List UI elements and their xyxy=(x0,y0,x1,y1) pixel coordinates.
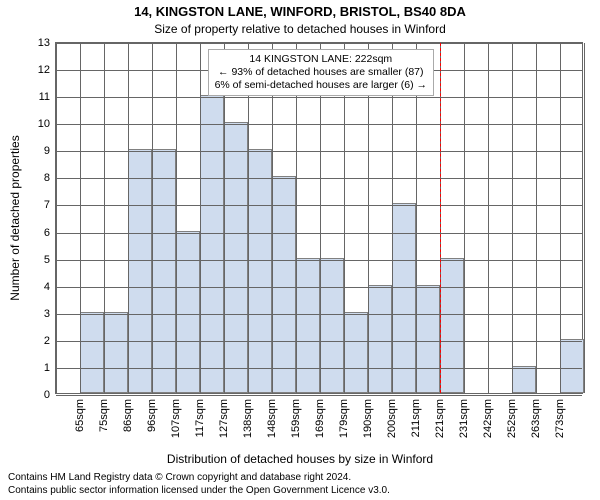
ytick-label: 8 xyxy=(44,172,50,184)
infobox-line: ← 93% of detached houses are smaller (87… xyxy=(215,66,427,79)
xtick-label: 86sqm xyxy=(122,399,134,432)
gridline-v xyxy=(56,43,57,393)
bar xyxy=(80,312,104,393)
bar xyxy=(560,339,584,393)
xtick-label: 200sqm xyxy=(386,399,398,438)
ytick-label: 11 xyxy=(39,91,50,103)
marker-info-box: 14 KINGSTON LANE: 222sqm← 93% of detache… xyxy=(208,49,434,96)
ytick-label: 7 xyxy=(44,199,50,211)
footnote-2: Contains public sector information licen… xyxy=(8,485,390,496)
xtick-label: 138sqm xyxy=(242,399,254,438)
xtick-label: 65sqm xyxy=(74,399,86,432)
infobox-line: 14 KINGSTON LANE: 222sqm xyxy=(215,53,427,66)
bar xyxy=(104,312,128,393)
gridline-h xyxy=(56,395,582,396)
xtick-label: 221sqm xyxy=(434,399,446,438)
bar xyxy=(416,285,440,393)
gridline-v xyxy=(512,43,513,393)
gridline-v xyxy=(584,43,585,393)
x-axis-label: Distribution of detached houses by size … xyxy=(0,452,600,466)
bar xyxy=(248,149,272,393)
bar xyxy=(296,258,320,393)
bar xyxy=(128,149,152,393)
bar xyxy=(272,176,296,393)
chart-subtitle: Size of property relative to detached ho… xyxy=(0,22,600,36)
infobox-line: 6% of semi-detached houses are larger (6… xyxy=(215,79,427,92)
bar xyxy=(152,149,176,393)
xtick-label: 107sqm xyxy=(170,399,182,438)
gridline-h xyxy=(56,314,582,315)
xtick-label: 231sqm xyxy=(458,399,470,438)
gridline-v xyxy=(536,43,537,393)
ytick-label: 9 xyxy=(44,145,50,157)
ytick-label: 13 xyxy=(38,37,50,49)
ytick-label: 1 xyxy=(44,362,50,374)
gridline-v xyxy=(128,43,129,393)
gridline-h xyxy=(56,124,582,125)
bar xyxy=(440,258,464,393)
gridline-h xyxy=(56,97,582,98)
gridline-v xyxy=(200,43,201,393)
xtick-label: 75sqm xyxy=(98,399,110,432)
gridline-h xyxy=(56,151,582,152)
bar xyxy=(200,95,224,393)
gridline-h xyxy=(56,43,582,44)
xtick-label: 169sqm xyxy=(314,399,326,438)
gridline-v xyxy=(80,43,81,393)
gridline-v xyxy=(176,43,177,393)
gridline-h xyxy=(56,178,582,179)
gridline-h xyxy=(56,260,582,261)
xtick-label: 263sqm xyxy=(530,399,542,438)
bar xyxy=(320,258,344,393)
ytick-label: 5 xyxy=(44,254,50,266)
ytick-label: 10 xyxy=(38,118,50,130)
ytick-label: 4 xyxy=(44,281,50,293)
xtick-label: 159sqm xyxy=(290,399,302,438)
gridline-h xyxy=(56,233,582,234)
gridline-v xyxy=(488,43,489,393)
xtick-label: 252sqm xyxy=(506,399,518,438)
gridline-h xyxy=(56,205,582,206)
ytick-label: 3 xyxy=(44,308,50,320)
xtick-label: 190sqm xyxy=(362,399,374,438)
bar xyxy=(512,366,536,393)
xtick-label: 127sqm xyxy=(218,399,230,438)
xtick-label: 242sqm xyxy=(482,399,494,438)
ytick-label: 0 xyxy=(44,389,50,401)
gridline-h xyxy=(56,341,582,342)
gridline-v xyxy=(560,43,561,393)
footnote-1: Contains HM Land Registry data © Crown c… xyxy=(8,472,351,483)
xtick-label: 117sqm xyxy=(194,399,206,437)
xtick-label: 96sqm xyxy=(146,399,158,432)
gridline-v xyxy=(104,43,105,393)
bar xyxy=(224,122,248,393)
xtick-label: 273sqm xyxy=(554,399,566,438)
y-axis-label: Number of detached properties xyxy=(8,135,22,300)
bar xyxy=(344,312,368,393)
gridline-v xyxy=(152,43,153,393)
gridline-h xyxy=(56,368,582,369)
plot-area: 14 KINGSTON LANE: 222sqm← 93% of detache… xyxy=(55,42,583,394)
chart-title: 14, KINGSTON LANE, WINFORD, BRISTOL, BS4… xyxy=(0,4,600,19)
ytick-label: 6 xyxy=(44,227,50,239)
ytick-label: 12 xyxy=(38,64,50,76)
xtick-label: 211sqm xyxy=(410,399,422,437)
bar xyxy=(368,285,392,393)
xtick-label: 148sqm xyxy=(266,399,278,438)
ytick-label: 2 xyxy=(44,335,50,347)
gridline-v xyxy=(464,43,465,393)
gridline-h xyxy=(56,287,582,288)
marker-line xyxy=(440,43,441,393)
xtick-label: 179sqm xyxy=(338,399,350,438)
